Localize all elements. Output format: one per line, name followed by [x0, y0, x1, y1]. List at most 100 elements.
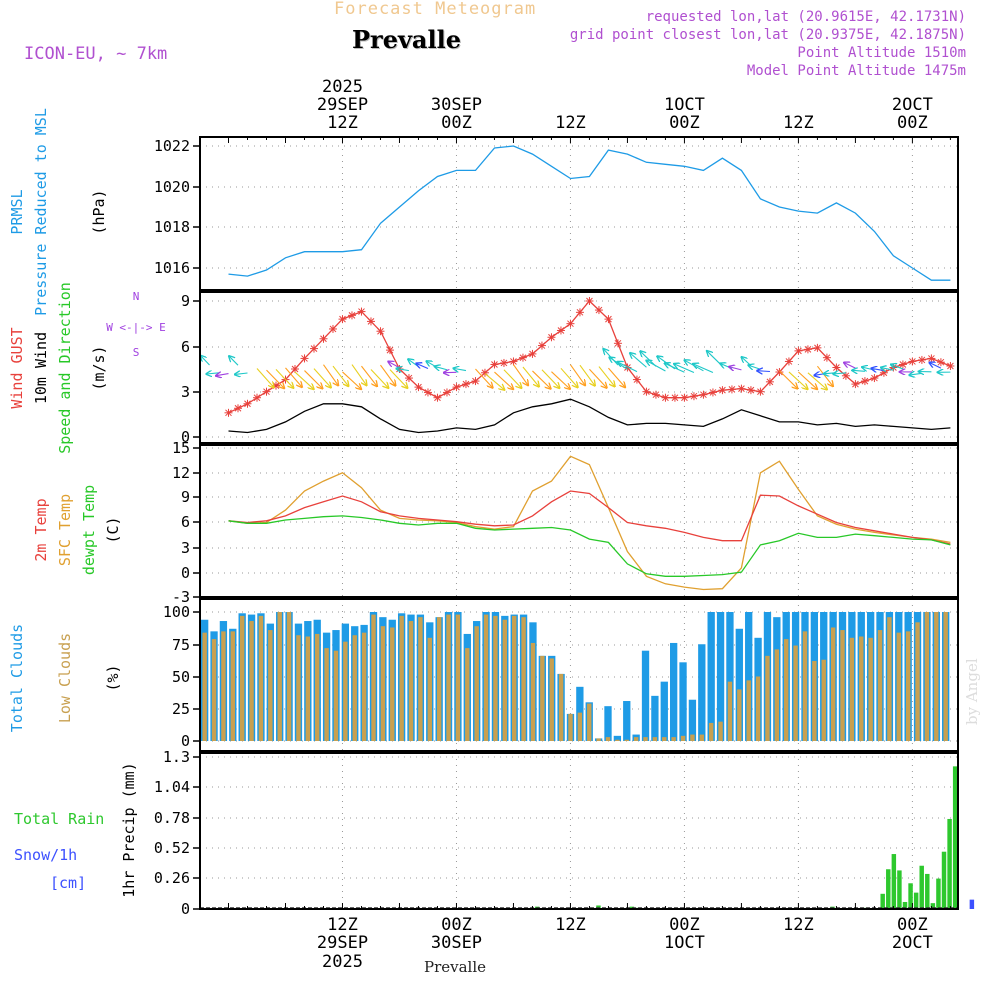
- wind-direction-arrow: [513, 364, 528, 386]
- gust-marker: [433, 393, 442, 402]
- wind-direction-arrow: [313, 368, 331, 388]
- low-cloud-bar: [268, 630, 273, 741]
- gust-marker: [756, 387, 765, 396]
- low-cloud-bar: [568, 713, 573, 741]
- total-cloud-bar: [613, 735, 622, 741]
- low-cloud-bar: [605, 737, 611, 741]
- gust-marker: [442, 388, 451, 397]
- gust-marker-stroke: [576, 308, 584, 316]
- total-cloud-bar: [688, 699, 697, 741]
- wind-direction-label: Speed and Direction: [56, 282, 74, 454]
- y-tick-label: 0: [181, 428, 190, 446]
- gust-marker: [832, 363, 841, 372]
- rain-bar: [952, 766, 958, 909]
- gust-marker: [309, 344, 318, 353]
- gust-marker-stroke: [937, 358, 945, 366]
- low-cloud-bar: [558, 673, 564, 741]
- low-cloud-bar: [577, 712, 583, 741]
- y-tick-label: 25: [172, 700, 190, 718]
- low-cloud-bar: [455, 614, 461, 741]
- time-label-top: 00Z: [669, 113, 700, 133]
- wind-direction-arrow: [881, 368, 894, 371]
- gust-marker: [936, 358, 945, 367]
- low-cloud-bar: [755, 676, 761, 741]
- wind-direction-arrow: [551, 371, 569, 389]
- gust-marker: [689, 392, 698, 401]
- low-cloud-bar: [474, 626, 479, 741]
- gust-marker-stroke: [434, 394, 441, 402]
- low-cloud-bar: [784, 639, 789, 741]
- gust-marker: [927, 354, 936, 363]
- gust-marker-stroke: [510, 358, 517, 365]
- gust-marker: [670, 393, 679, 402]
- gust-marker-stroke: [766, 378, 774, 386]
- gust-marker-stroke: [595, 306, 603, 314]
- gust-marker: [528, 349, 537, 358]
- gust-marker: [727, 385, 736, 394]
- total-cloud-bar: [623, 701, 631, 741]
- total-cloud-bar: [641, 650, 650, 741]
- gust-marker-stroke: [548, 333, 555, 341]
- low-cloud-bar: [587, 703, 592, 741]
- wind-direction-arrow: [370, 369, 388, 388]
- gust-marker-stroke: [529, 350, 536, 358]
- wind-direction-arrow: [304, 370, 322, 389]
- y-tick-label: 0.78: [154, 809, 190, 827]
- total-cloud-bar: [745, 612, 753, 741]
- snow-bar: [969, 899, 975, 909]
- gust-marker-stroke: [415, 383, 422, 391]
- gust-marker-stroke: [614, 339, 622, 347]
- wind-unit: (m/s): [90, 345, 108, 390]
- y-tick-label: 9: [181, 488, 190, 506]
- y-tick-label: 6: [181, 513, 190, 531]
- low-cloud-bar: [802, 631, 808, 741]
- rain-bar: [897, 870, 902, 909]
- gust-marker-stroke: [557, 327, 565, 334]
- gust-marker-stroke: [633, 376, 641, 383]
- sfc-temp-label: SFC Temp: [56, 494, 74, 566]
- gust-marker: [556, 326, 565, 335]
- time-label-top: 1OCT: [664, 95, 705, 115]
- low-cloud-bar: [840, 630, 845, 741]
- rain-bar: [629, 906, 635, 909]
- rain-bar: [941, 851, 947, 909]
- gust-marker-stroke: [861, 377, 869, 385]
- gust-marker: [471, 377, 480, 386]
- low-cloud-bar: [830, 627, 836, 741]
- rain-bar: [913, 892, 919, 909]
- wind-direction-arrow: [294, 371, 314, 389]
- wind-direction-arrow: [674, 364, 695, 374]
- low-cloud-bar: [793, 645, 798, 741]
- gust-marker-stroke: [738, 385, 745, 392]
- low-cloud-bar: [680, 735, 686, 741]
- gust-marker: [338, 315, 347, 324]
- gust-marker: [746, 386, 755, 395]
- low-cloud-bar: [877, 630, 883, 741]
- gust-marker: [642, 387, 651, 396]
- gust-marker: [262, 387, 271, 396]
- low-cloud-bar: [615, 739, 620, 741]
- gust-marker-stroke: [367, 318, 375, 325]
- gust-marker-stroke: [871, 374, 878, 382]
- rain-bar: [596, 905, 601, 909]
- gust-marker-stroke: [301, 355, 308, 362]
- wind-direction-arrow: [742, 357, 752, 367]
- low-cloud-bar: [718, 721, 723, 741]
- gust-marker-stroke: [472, 377, 479, 385]
- gust-marker: [651, 390, 660, 399]
- low-cloud-bar: [690, 734, 695, 741]
- low-cloud-bar: [258, 615, 264, 741]
- low-cloud-bar: [315, 633, 320, 741]
- gust-marker: [243, 399, 252, 408]
- gust-marker: [357, 307, 366, 316]
- time-label-top: 00Z: [897, 113, 928, 133]
- total-cloud-bar: [604, 706, 612, 741]
- gust-marker: [946, 361, 955, 370]
- gust-marker: [366, 317, 375, 326]
- gust-marker: [404, 374, 413, 383]
- model-altitude: Model Point Altitude 1475m: [746, 63, 966, 79]
- wind-direction-arrow: [844, 363, 856, 369]
- low-cloud-bar: [624, 739, 629, 741]
- gust-marker-stroke: [481, 369, 489, 377]
